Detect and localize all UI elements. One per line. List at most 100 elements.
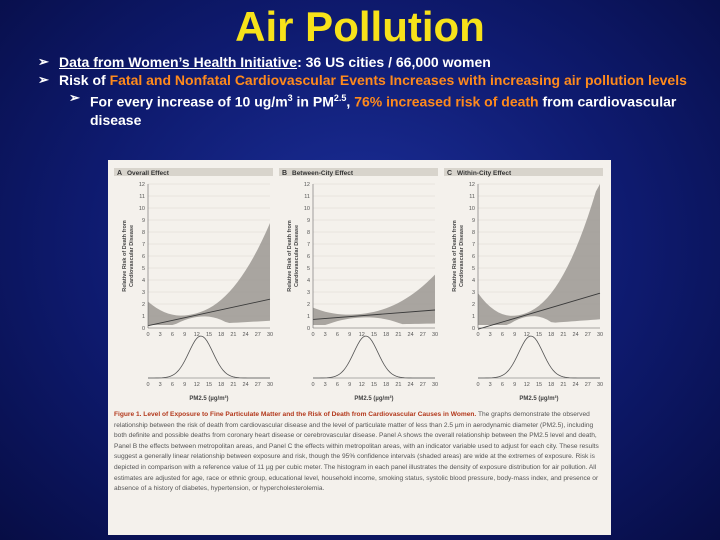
y-tick-label: 10: [139, 206, 145, 212]
y-tick-label: 0: [142, 326, 145, 332]
y-tick-label: 6: [472, 254, 475, 260]
y-tick-label: 2: [142, 302, 145, 308]
x-tick-label: 9: [183, 332, 186, 338]
x-tick-label: 30: [597, 382, 603, 388]
confidence-band: [148, 223, 270, 325]
x-tick-label: 0: [146, 332, 149, 338]
y-axis-label-line: Cardiovascular Disease: [129, 225, 135, 287]
arrow-bullet-icon: ➢: [69, 90, 80, 105]
y-tick-label: 5: [307, 266, 310, 272]
risk-estimate-line: [477, 292, 601, 330]
bullet-3-text-c: from cardiovascular disease: [90, 93, 677, 128]
y-axis-label-line: Cardiovascular Disease: [459, 225, 465, 287]
y-tick-label: 9: [307, 218, 310, 224]
x-tick-label: 24: [243, 382, 249, 388]
y-tick-label: 9: [142, 218, 145, 224]
y-axis-label-line: Relative Risk of Death from: [122, 220, 128, 292]
x-tick-label: 27: [420, 332, 426, 338]
bullet-3-text-a: For every increase of 10 ug/m: [90, 93, 288, 110]
x-tick-label: 15: [536, 382, 542, 388]
x-axis-label: PM2.5 (µg/m³): [189, 395, 228, 402]
x-tick-label: 0: [311, 332, 314, 338]
y-axis-label-line: Cardiovascular Disease: [294, 225, 300, 287]
x-tick-label: 27: [255, 332, 261, 338]
x-tick-label: 27: [585, 332, 591, 338]
whi-link-text: Data from Women’s Health Initiative: [59, 54, 298, 70]
x-tick-label: 3: [489, 332, 492, 338]
y-tick-label: 4: [142, 278, 145, 284]
y-tick-label: 11: [304, 194, 310, 200]
x-tick-label: 21: [560, 382, 566, 388]
panel-title-bar: [279, 168, 438, 176]
x-tick-label: 18: [383, 382, 389, 388]
y-tick-label: 8: [307, 230, 310, 236]
x-tick-label: 12: [194, 332, 200, 338]
bullet-1-text: : 36 US cities / 66,000 women: [297, 54, 491, 70]
bullet-3-sup: 3: [287, 93, 293, 103]
y-tick-label: 0: [472, 326, 475, 332]
y-tick-label: 6: [142, 254, 145, 260]
panel-label: C: [447, 170, 452, 177]
x-tick-label: 21: [560, 332, 566, 338]
y-axis-label-line: Relative Risk of Death from: [287, 220, 293, 292]
y-tick-label: 8: [142, 230, 145, 236]
x-tick-label: 9: [513, 332, 516, 338]
panel-title: Overall Effect: [127, 170, 170, 177]
x-tick-label: 15: [371, 382, 377, 388]
y-tick-label: 4: [307, 278, 310, 284]
y-tick-label: 2: [472, 302, 475, 308]
x-tick-label: 27: [420, 382, 426, 388]
x-tick-label: 12: [524, 332, 530, 338]
x-tick-label: 9: [348, 382, 351, 388]
x-tick-label: 3: [324, 382, 327, 388]
x-tick-label: 18: [383, 332, 389, 338]
y-tick-label: 3: [142, 290, 145, 296]
slide-title: Air Pollution: [235, 3, 485, 50]
arrow-bullet-icon: ➢: [38, 72, 49, 87]
y-axis-label: Relative Risk of Death from Cardiovascula…: [287, 220, 300, 292]
x-tick-label: 30: [267, 382, 273, 388]
panel-b: B Between-City Effect1211109876543210Rela…: [279, 168, 438, 402]
x-tick-label: 12: [359, 332, 365, 338]
y-tick-label: 7: [142, 242, 145, 248]
y-tick-label: 12: [304, 182, 310, 188]
x-tick-label: 15: [206, 332, 212, 338]
x-axis-label: PM2.5 (µg/m³): [354, 395, 393, 402]
x-tick-label: 3: [159, 332, 162, 338]
y-axis-label: Relative Risk of Death from Cardiovascula…: [122, 220, 135, 292]
x-tick-label: 12: [194, 382, 200, 388]
x-tick-label: 18: [548, 332, 554, 338]
x-tick-label: 6: [171, 382, 174, 388]
x-tick-label: 12: [524, 382, 530, 388]
x-tick-label: 18: [218, 382, 224, 388]
x-tick-label: 30: [597, 332, 603, 338]
x-tick-label: 15: [371, 332, 377, 338]
y-tick-label: 1: [307, 314, 310, 320]
confidence-band: [313, 274, 435, 325]
x-tick-label: 30: [432, 332, 438, 338]
y-axis-label: Relative Risk of Death from Cardiovascula…: [452, 220, 465, 292]
x-tick-label: 15: [536, 332, 542, 338]
exposure-density-curve: [477, 335, 600, 379]
x-tick-label: 3: [489, 382, 492, 388]
x-tick-label: 0: [476, 332, 479, 338]
x-tick-label: 24: [573, 382, 579, 388]
x-tick-label: 24: [573, 332, 579, 338]
y-tick-label: 5: [472, 266, 475, 272]
caption-body: The graphs demonstrate the observed rela…: [114, 411, 599, 493]
caption-title: Figure 1. Level of Exposure to Fine Part…: [114, 411, 477, 418]
y-tick-label: 5: [142, 266, 145, 272]
bullet-2-text: Risk of: [59, 72, 110, 88]
y-tick-label: 1: [472, 314, 475, 320]
bullet-3-sub: 2.5: [333, 93, 347, 103]
figure-caption: Figure 1. Level of Exposure to Fine Part…: [114, 410, 604, 495]
y-tick-label: 3: [307, 290, 310, 296]
journal-figure: A Overall Effect 12 11 10 9 8 7 6 5 4 3 2 1 0 Relative …: [108, 160, 611, 535]
x-tick-label: 18: [548, 382, 554, 388]
x-tick-label: 0: [476, 382, 479, 388]
x-tick-label: 6: [171, 332, 174, 338]
x-tick-label: 27: [255, 382, 261, 388]
y-tick-label: 8: [472, 230, 475, 236]
x-tick-label: 6: [501, 382, 504, 388]
y-tick-label: 2: [307, 302, 310, 308]
